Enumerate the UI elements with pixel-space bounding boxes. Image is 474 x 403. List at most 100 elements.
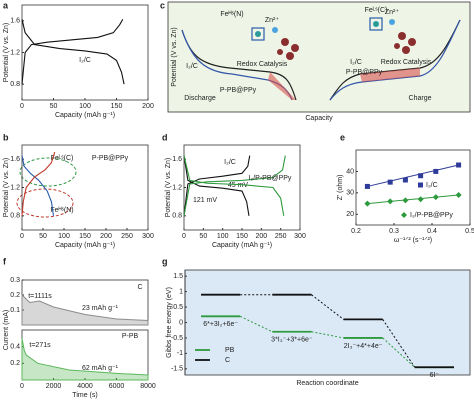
point xyxy=(402,177,408,183)
annotation: t=271s xyxy=(29,342,51,349)
legend-marker xyxy=(401,212,407,218)
iodine-cluster xyxy=(277,38,299,60)
x-tick-label: 4000 xyxy=(77,383,93,390)
x-axis-label: ω⁻¹ᐟ² (s⁻¹ᐟ²) xyxy=(394,237,432,244)
y-axis-label: Potential (V vs. Zn) xyxy=(3,23,10,83)
connector xyxy=(311,294,344,320)
annotation: Feᴸˢ(C) xyxy=(51,155,74,162)
y-axis-label: Gibbs free energy (eV) xyxy=(166,287,173,358)
annotation: I₂/C xyxy=(79,57,91,64)
y-tick-label: 0.1 xyxy=(10,307,20,314)
panel-letter: a xyxy=(3,0,9,10)
area xyxy=(21,293,149,326)
x-axis-label: Capacity (mAh g⁻¹) xyxy=(212,242,272,249)
y-tick-label: 0.5 xyxy=(173,304,183,311)
y-tick-label: 1.5 xyxy=(173,273,183,280)
diagram-label: Feᴸˢ(C) xyxy=(365,7,388,14)
x-tick-label: 100 xyxy=(79,103,91,110)
point xyxy=(455,192,462,198)
y-tick-label: 1 xyxy=(179,288,183,295)
y-tick-label: 0.8 xyxy=(10,213,20,220)
x-tick-label: 300 xyxy=(142,233,154,240)
x-tick-label: 8000 xyxy=(140,383,156,390)
point xyxy=(432,194,439,201)
y-tick-label: 1.2 xyxy=(172,184,182,191)
line xyxy=(183,155,250,216)
y-tick-label: 30 xyxy=(346,190,354,197)
line xyxy=(21,18,124,85)
line xyxy=(21,151,56,216)
x-tick-label: 300 xyxy=(294,233,306,240)
point xyxy=(364,183,370,189)
y-tick-label: 0.8 xyxy=(172,213,182,220)
x-tick-label: 50 xyxy=(39,233,47,240)
x-tick-label: 50 xyxy=(199,233,207,240)
connector xyxy=(382,337,416,368)
zn-ion xyxy=(272,27,278,33)
x-tick-label: 100 xyxy=(217,233,229,240)
x-tick-label: 200 xyxy=(142,103,154,110)
x-tick-label: 0.5 xyxy=(465,228,474,235)
line xyxy=(183,155,285,216)
x-tick-label: 0 xyxy=(20,103,24,110)
legend-label: PB xyxy=(225,347,235,354)
point xyxy=(456,162,462,168)
step-label: 6I⁻ xyxy=(430,372,440,379)
x-tick-label: 250 xyxy=(121,233,133,240)
point xyxy=(402,197,409,204)
line xyxy=(21,19,125,85)
y-tick-label: 1.6 xyxy=(10,156,20,163)
line xyxy=(183,155,251,216)
panel-letter: c xyxy=(160,0,165,10)
x-tick-label: 100 xyxy=(58,233,70,240)
annotation: 62 mAh g⁻¹ xyxy=(82,365,119,372)
connector xyxy=(311,331,344,339)
diagram-label: Zn²⁺ xyxy=(265,17,280,24)
y-tick-label: 20 xyxy=(346,211,354,218)
annotation: C xyxy=(137,284,142,291)
y-tick-label: -1 xyxy=(177,350,183,357)
y-tick-label: 0.2 xyxy=(10,360,20,367)
legend-label: I₂/C xyxy=(426,182,438,189)
x-tick-label: 200 xyxy=(100,233,112,240)
point xyxy=(387,198,394,205)
x-tick-label: 0 xyxy=(20,383,24,390)
iodine-cluster xyxy=(394,32,416,54)
y-tick-label: 0.3 xyxy=(10,277,20,284)
point xyxy=(417,196,424,203)
diagram-label: Feᴴˢ(N) xyxy=(220,11,243,18)
x-axis-label: Capacity (mAh g⁻¹) xyxy=(55,242,115,249)
y-tick-label: 0.4 xyxy=(10,344,20,351)
annotation: 121 mV xyxy=(193,197,217,204)
annotation: t=1111s xyxy=(28,293,52,300)
x-tick-label: 50 xyxy=(50,103,58,110)
step-label: 2I₃⁻+4*+4e⁻ xyxy=(344,343,383,350)
x-tick-label: 250 xyxy=(275,233,287,240)
diagram-label: Discharge xyxy=(184,95,216,102)
point xyxy=(387,179,393,185)
x-tick-label: 2000 xyxy=(46,383,62,390)
y-tick-label: 1.6 xyxy=(10,18,20,25)
point xyxy=(418,173,424,179)
panel-c-frame xyxy=(167,1,471,113)
step-label: 3*I₃⁻+3*+6e⁻ xyxy=(271,337,313,344)
line xyxy=(183,155,286,216)
annotation: Feᴴˢ(N) xyxy=(50,207,73,214)
y-tick-label: 1.2 xyxy=(10,184,20,191)
y-tick-label: 0 xyxy=(179,319,183,326)
annotation: P-PB xyxy=(122,333,139,340)
step-label: 6*+3I₂+6e⁻ xyxy=(203,321,238,328)
series-label: I₂/P-PB@PPy xyxy=(249,175,292,182)
x-tick-label: 0 xyxy=(20,233,24,240)
y-tick-label: -1.5 xyxy=(171,366,183,373)
trend-line xyxy=(367,194,459,205)
legend-marker xyxy=(418,182,423,188)
y-axis-label: Potential (V vs. Zn) xyxy=(165,158,172,218)
y-axis-label: Potential (V vs. Zn) xyxy=(171,27,178,87)
y-axis-label: Potential (V vs. Zn) xyxy=(3,158,10,218)
panel-letter: b xyxy=(3,132,9,142)
diagram-label: I₂/C xyxy=(350,59,362,66)
zn-ion xyxy=(389,19,395,25)
x-tick-label: 0.3 xyxy=(389,228,399,235)
